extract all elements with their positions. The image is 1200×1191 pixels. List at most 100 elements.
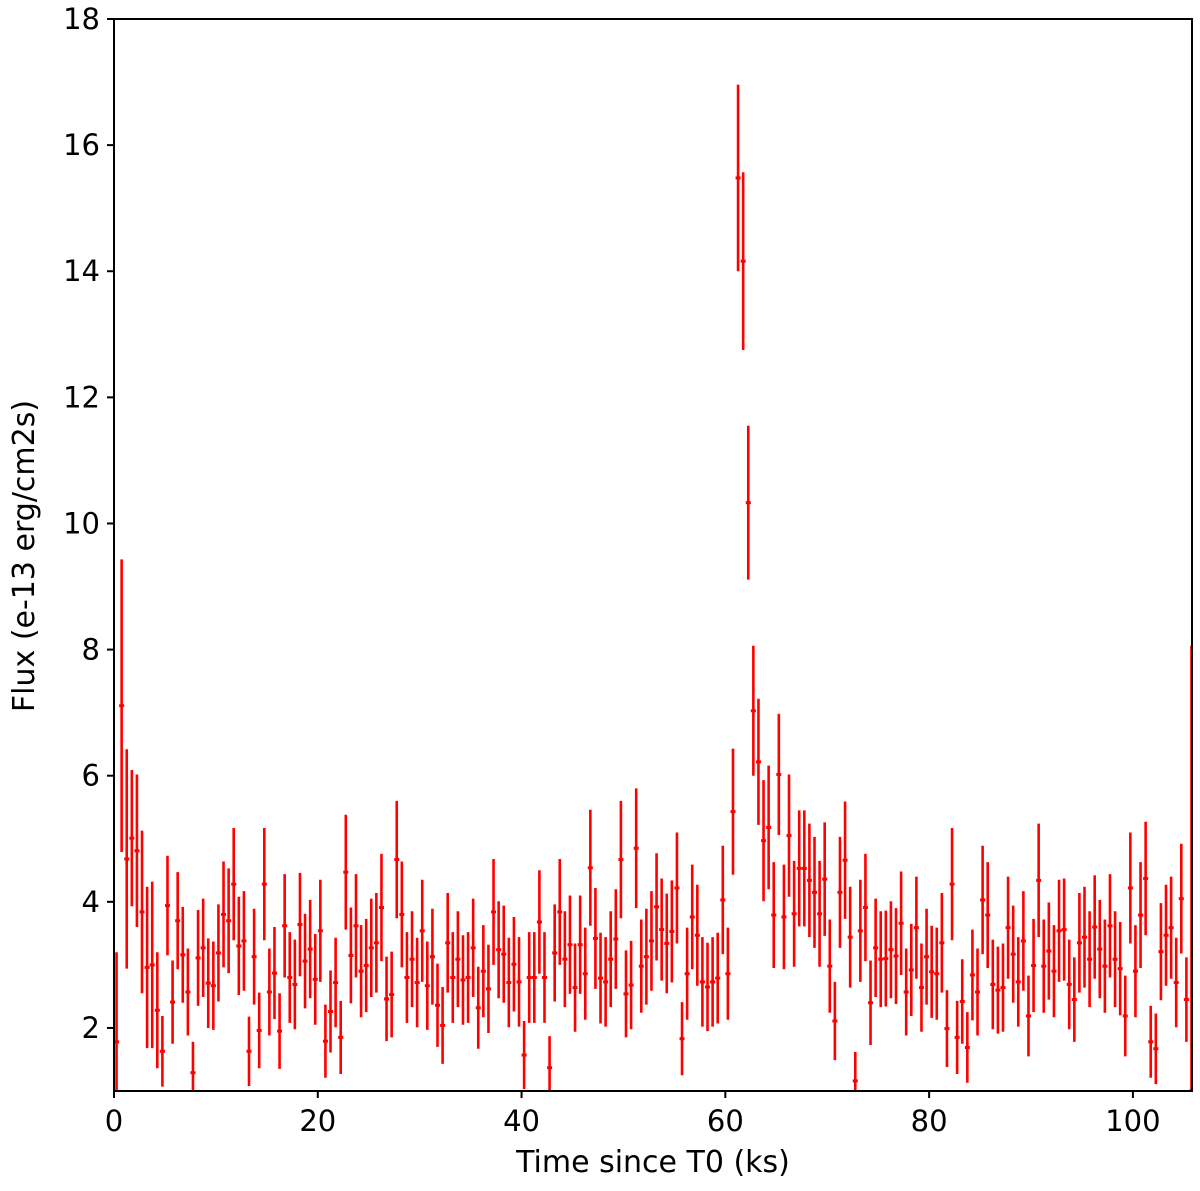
data-point xyxy=(898,871,904,975)
x-tick-label: 80 xyxy=(911,1104,948,1138)
data-point xyxy=(801,810,807,927)
data-point xyxy=(990,939,996,1030)
data-point xyxy=(908,923,914,1016)
data-point xyxy=(648,891,654,991)
data-point xyxy=(409,911,415,1008)
y-tick-label: 16 xyxy=(63,128,100,162)
data-point xyxy=(1132,925,1138,1018)
x-axis-ticks: 0 20 40 60 80 100 xyxy=(105,1091,1161,1138)
data-point xyxy=(862,853,868,962)
data-point xyxy=(1122,975,1128,1057)
data-point xyxy=(312,933,318,1025)
data-point xyxy=(297,872,303,977)
data-point xyxy=(485,944,491,1033)
data-point xyxy=(1127,832,1133,944)
data-point xyxy=(475,966,481,1049)
x-tick-label: 100 xyxy=(1105,1104,1160,1138)
data-point xyxy=(755,698,761,825)
data-point xyxy=(1041,919,1047,1013)
data-point xyxy=(175,872,181,970)
data-point xyxy=(918,943,924,1032)
data-point xyxy=(164,855,170,956)
data-point xyxy=(1143,821,1149,936)
data-point xyxy=(241,891,247,991)
data-point xyxy=(577,895,583,994)
data-point xyxy=(149,881,155,1049)
data-point xyxy=(1087,911,1093,1008)
data-point xyxy=(521,1021,527,1090)
data-point xyxy=(358,925,364,1018)
data-point xyxy=(491,858,497,965)
data-point xyxy=(592,887,598,989)
data-point xyxy=(888,901,894,999)
data-point xyxy=(694,884,700,986)
data-point xyxy=(1183,957,1189,1042)
data-point xyxy=(226,868,232,974)
data-point xyxy=(1076,892,1082,993)
data-point xyxy=(659,878,665,981)
data-point xyxy=(598,932,604,1024)
data-point xyxy=(307,899,313,999)
data-point xyxy=(750,645,756,776)
data-point xyxy=(552,904,558,1002)
data-point xyxy=(363,918,369,1013)
data-point xyxy=(699,937,705,1027)
data-point xyxy=(929,925,935,1018)
data-point xyxy=(781,864,787,970)
data-point xyxy=(811,836,817,948)
data-point xyxy=(501,905,507,1003)
data-point xyxy=(450,932,456,1023)
data-point xyxy=(1071,957,1077,1042)
data-point xyxy=(562,911,568,1008)
data-point xyxy=(378,853,384,962)
data-point xyxy=(277,993,283,1069)
data-point xyxy=(419,879,425,982)
data-point xyxy=(261,828,267,941)
data-point xyxy=(893,908,899,1004)
data-point xyxy=(465,932,471,1023)
data-point xyxy=(195,910,201,1006)
data-point xyxy=(302,913,308,1009)
data-point xyxy=(710,937,716,1027)
data-point xyxy=(353,874,359,978)
data-point xyxy=(1025,975,1031,1057)
data-point xyxy=(516,937,522,1027)
data-point xyxy=(730,748,736,875)
data-point xyxy=(1173,937,1179,1028)
y-axis-label: Flux (e-13 erg/cm2s) xyxy=(7,400,42,712)
data-point xyxy=(735,84,741,272)
data-point xyxy=(144,886,150,1049)
data-point xyxy=(643,908,649,1005)
data-point xyxy=(771,862,777,969)
data-point xyxy=(837,836,843,948)
data-point xyxy=(531,932,537,1023)
data-point xyxy=(1148,1005,1154,1078)
data-point xyxy=(129,770,135,907)
axes-frame xyxy=(113,18,1193,1092)
data-point xyxy=(934,927,940,1020)
data-point xyxy=(761,780,767,902)
data-point xyxy=(333,937,339,1028)
data-point xyxy=(1046,902,1052,1000)
data-point xyxy=(389,951,395,1038)
data-point xyxy=(205,938,211,1028)
data-point xyxy=(582,927,588,1020)
y-tick-label: 12 xyxy=(63,380,100,414)
data-point xyxy=(924,908,930,1005)
x-tick-label: 60 xyxy=(707,1104,744,1138)
data-point xyxy=(1117,922,1123,1016)
data-point xyxy=(745,425,751,580)
data-point xyxy=(256,992,262,1069)
data-point xyxy=(628,940,634,1030)
data-point xyxy=(1005,876,1011,979)
x-tick-label: 20 xyxy=(299,1104,336,1138)
data-point xyxy=(1066,939,1072,1030)
data-point xyxy=(878,911,884,1008)
data-point xyxy=(1107,874,1113,978)
data-point xyxy=(246,1016,252,1086)
data-point xyxy=(786,774,792,897)
x-axis-label: Time since T0 (ks) xyxy=(515,1145,790,1180)
data-point xyxy=(975,948,981,1036)
data-point xyxy=(338,1000,344,1074)
data-point xyxy=(373,892,379,993)
